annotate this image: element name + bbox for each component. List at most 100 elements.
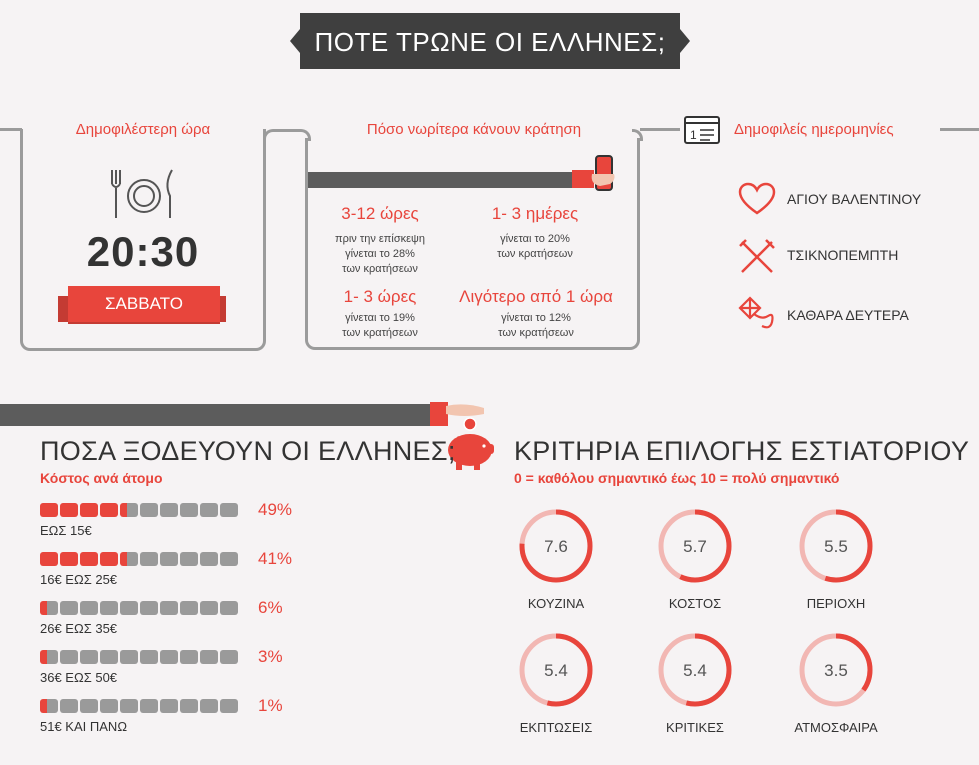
svg-text:1: 1 <box>690 128 697 142</box>
booking-item-text: γίνεται το 19% των κρατήσεων <box>342 312 418 339</box>
spending-dot <box>60 552 78 566</box>
criteria-gauge: 7.6 <box>519 509 593 583</box>
spending-dot <box>200 552 218 566</box>
criteria-gauge: 5.4 <box>519 633 593 707</box>
spending-dot <box>120 503 138 517</box>
spending-range: 36€ ΕΩΣ 50€ <box>40 670 118 685</box>
booking-item-text: γίνεται το 20% των κρατήσεων <box>497 233 573 260</box>
date-label: ΚΑΘΑΡΑ ΔΕΥΤΕΡΑ <box>787 307 909 323</box>
spending-percent: 3% <box>258 647 283 666</box>
spending-dot <box>220 601 238 615</box>
spending-dot-bar <box>40 650 238 664</box>
spending-arm-bar <box>0 404 430 426</box>
spending-dot <box>140 503 158 517</box>
spending-dot <box>160 601 178 615</box>
page-title: ΠΟΤΕ ΤΡΩΝΕ ΟΙ ΕΛΛΗΝΕΣ; <box>314 27 666 57</box>
date-label: ΤΣΙΚΝΟΠΕΜΠΤΗ <box>787 247 899 263</box>
spending-range: ΕΩΣ 15€ <box>40 523 92 538</box>
gauge-fill <box>799 633 873 707</box>
spending-percent: 1% <box>258 696 283 715</box>
spending-dot <box>100 699 118 713</box>
spending-dot <box>100 650 118 664</box>
spending-dot <box>80 699 98 713</box>
spending-dot <box>80 503 98 517</box>
spending-dot <box>160 699 178 713</box>
spending-dot-bar <box>40 699 238 713</box>
spending-dot <box>80 552 98 566</box>
spending-dot <box>40 601 58 615</box>
spending-dot <box>60 601 78 615</box>
spending-dot <box>180 552 198 566</box>
gauge-label: ΠΕΡΙΟΧΗ <box>806 596 866 611</box>
spending-dot <box>140 552 158 566</box>
criteria-gauge: 5.4 <box>658 633 732 707</box>
popular-time: 20:30 <box>86 228 200 275</box>
date-label: ΑΓΙΟΥ ΒΑΛΕΝΤΙΝΟΥ <box>787 191 922 207</box>
spending-dot <box>120 650 138 664</box>
spending-dot <box>220 552 238 566</box>
title-banner: ΠΟΤΕ ΤΡΩΝΕ ΟΙ ΕΛΛΗΝΕΣ; <box>300 13 680 69</box>
spending-dot <box>160 503 178 517</box>
calendar-icon: 1 <box>684 116 720 144</box>
crossed-utensils-icon <box>739 239 775 273</box>
gauge-label: ΚΟΥΖΙΝΑ <box>527 596 585 611</box>
piggy-bank-icon <box>446 404 494 470</box>
spending-title: ΠΟΣΑ ΞΟΔΕΥΟΥΝ ΟΙ ΕΛΛΗΝΕΣ; <box>40 436 456 466</box>
spending-percent: 41% <box>258 549 293 568</box>
booking-heading: Πόσο νωρίτερα κάνουν κράτηση <box>366 121 582 138</box>
plate-cutlery-icon <box>111 169 173 218</box>
gauge-value: 3.5 <box>824 661 848 680</box>
criteria-title: ΚΡΙΤΗΡΙΑ ΕΠΙΛΟΓΗΣ ΕΣΤΙΑΤΟΡΙΟΥ <box>514 436 970 466</box>
booking-item-big: Λιγότερο από 1 ώρα <box>459 287 613 306</box>
spending-dot <box>200 650 218 664</box>
booking-item-big: 1- 3 ημέρες <box>491 204 579 223</box>
spending-dot <box>60 503 78 517</box>
booking-item-big: 3-12 ώρες <box>341 204 419 223</box>
criteria-gauge: 5.7 <box>658 509 732 583</box>
spending-dot <box>40 552 58 566</box>
spending-dot <box>200 503 218 517</box>
spending-subtitle: Κόστος ανά άτομο <box>40 470 163 486</box>
spending-dot-bar <box>40 503 238 517</box>
spending-dot <box>60 699 78 713</box>
spending-dot <box>160 650 178 664</box>
gauge-label: ΕΚΠΤΩΣΕΙΣ <box>519 720 593 735</box>
phone-in-hand-icon <box>591 155 615 191</box>
spending-dot <box>40 503 58 517</box>
gauge-value: 5.4 <box>683 661 707 680</box>
booking-item-text: γίνεται το 12% των κρατήσεων <box>498 312 574 339</box>
connector-line <box>940 128 979 131</box>
spending-dot <box>80 601 98 615</box>
gauge-value: 7.6 <box>544 537 568 556</box>
spending-dot <box>100 601 118 615</box>
spending-dot-bar <box>40 552 238 566</box>
criteria-gauge: 3.5 <box>799 633 873 707</box>
gauge-fill <box>799 509 873 583</box>
sleeve-cuff <box>430 402 448 426</box>
gauge-label: ΑΤΜΟΣΦΑΙΡΑ <box>794 720 878 735</box>
popular-hour-heading: Δημοφιλέστερη ώρα <box>30 121 256 138</box>
criteria-gauge: 5.5 <box>799 509 873 583</box>
spending-dot <box>160 552 178 566</box>
banner-left-notch <box>290 29 300 53</box>
spending-dot <box>120 552 138 566</box>
spending-dot <box>40 699 58 713</box>
kite-icon <box>738 296 774 329</box>
connector-line <box>640 128 680 131</box>
heart-icon <box>738 182 776 215</box>
spending-dot-bar <box>40 601 238 615</box>
spending-dot <box>140 601 158 615</box>
spending-dot <box>180 699 198 713</box>
spending-dot <box>40 650 58 664</box>
gauge-fill <box>658 509 732 583</box>
spending-range: 51€ ΚΑΙ ΠΑΝΩ <box>40 719 128 734</box>
gauge-label: ΚΟΣΤΟΣ <box>668 596 722 611</box>
sleeve-cuff <box>572 170 594 188</box>
spending-dot <box>200 601 218 615</box>
popular-hour-box <box>20 129 266 351</box>
gauge-value: 5.7 <box>683 537 707 556</box>
spending-dot <box>120 699 138 713</box>
spending-dot <box>100 503 118 517</box>
spending-dot <box>140 699 158 713</box>
spending-dot <box>80 650 98 664</box>
